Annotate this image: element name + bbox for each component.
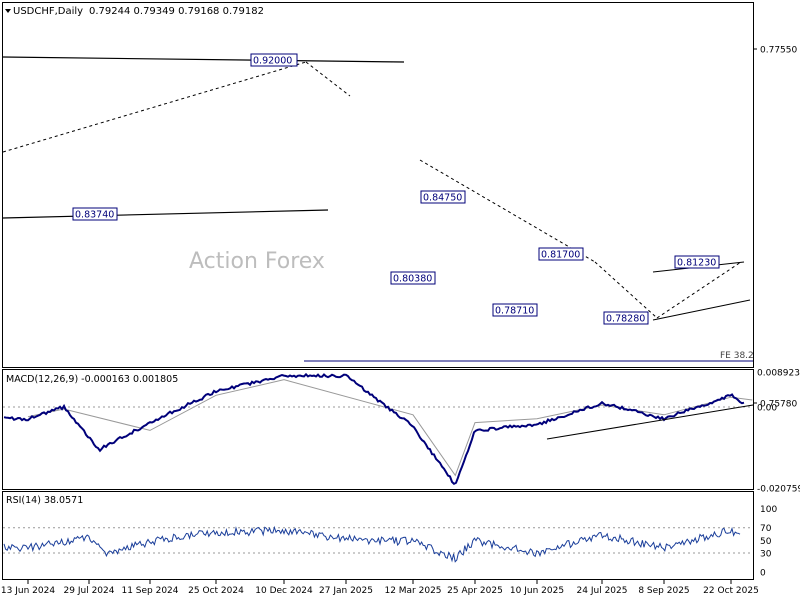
price-plot: FE 38.2 0.92000 0.83740 0.84750 0.80380 0.817… bbox=[2, 53, 754, 362]
x-tick-label: 22 Oct 2025 bbox=[703, 586, 759, 596]
macd-title: MACD(12,26,9) -0.000163 0.001805 bbox=[6, 374, 178, 385]
price-y-tick-label: 0.75780 bbox=[760, 400, 797, 410]
price-annotation-box bbox=[538, 247, 584, 261]
price-annotation-label: 0.83740 bbox=[75, 210, 114, 221]
price-annotation-label: 0.78710 bbox=[495, 306, 534, 317]
price-y-tick-label: 0.77550 bbox=[760, 46, 797, 56]
channel-lower-line bbox=[652, 299, 751, 321]
x-tick-label: 12 Mar 2025 bbox=[384, 586, 441, 596]
price-annotation-label: 0.81230 bbox=[677, 258, 716, 269]
price-annotation-label: 0.92000 bbox=[253, 56, 292, 67]
price-annotation-box bbox=[420, 190, 466, 204]
x-tick-label: 27 Jan 2025 bbox=[319, 586, 373, 596]
rsi-y-tick-label: 70 bbox=[760, 524, 772, 534]
macd-line bbox=[3, 372, 745, 486]
price-panel bbox=[2, 2, 754, 368]
upper-range-line bbox=[2, 56, 405, 63]
x-tick-label: 13 Jun 2024 bbox=[1, 586, 55, 596]
ohlc-readout: 0.79244 0.79349 0.79168 0.79182 bbox=[89, 6, 264, 17]
price-annotation-label: 0.78280 bbox=[606, 314, 645, 325]
x-tick-label: 25 Oct 2024 bbox=[188, 586, 244, 596]
macd-panel bbox=[2, 369, 754, 490]
rsi-y-tick-label: 50 bbox=[760, 537, 772, 547]
price-annotation-label: 0.80380 bbox=[393, 274, 432, 285]
rsi-plot bbox=[3, 525, 753, 563]
x-tick-label: 8 Sep 2025 bbox=[638, 586, 689, 596]
x-tick-label: 24 Jul 2025 bbox=[577, 586, 628, 596]
rsi-title: RSI(14) 38.0571 bbox=[6, 495, 83, 506]
macd-plot bbox=[3, 372, 754, 486]
macd-signal-line bbox=[27, 379, 753, 477]
falling-dashed-trendline bbox=[419, 159, 596, 263]
rising-dashed-trendline bbox=[2, 61, 307, 153]
x-tick-label: 11 Sep 2024 bbox=[121, 586, 178, 596]
fe-level-label: FE 38.2 bbox=[720, 351, 754, 361]
x-tick-label: 10 Jun 2025 bbox=[510, 586, 564, 596]
lower-range-line bbox=[2, 209, 329, 219]
price-annotation-box bbox=[603, 311, 649, 325]
symbol-dropdown-arrow-icon[interactable] bbox=[5, 9, 11, 13]
rsi-y-tick-label: 30 bbox=[760, 550, 772, 560]
rsi-line bbox=[3, 525, 741, 563]
watermark-text: Action Forex bbox=[189, 249, 325, 274]
price-annotation-box bbox=[492, 303, 538, 317]
x-tick-label: 25 Apr 2025 bbox=[447, 586, 503, 596]
rsi-y-tick-label: 100 bbox=[760, 505, 777, 515]
price-annotation-box bbox=[72, 207, 118, 221]
price-annotation-box bbox=[390, 271, 436, 285]
macd-y-tick-label: 0.008923 bbox=[757, 369, 800, 379]
price-annotation-label: 0.84750 bbox=[423, 193, 462, 204]
rising-dashed-trendline bbox=[656, 261, 742, 319]
macd-y-tick-label: -0.020759 bbox=[757, 485, 800, 495]
symbol-label: USDCHF,Daily bbox=[13, 6, 83, 17]
falling-dashed-trendline bbox=[594, 261, 658, 319]
rsi-panel bbox=[2, 491, 754, 580]
macd-y-tick-label: 0.00 bbox=[757, 404, 777, 414]
price-annotation-box bbox=[674, 255, 720, 269]
macd-trendline bbox=[546, 404, 754, 440]
x-tick-label: 29 Jul 2024 bbox=[64, 586, 115, 596]
price-annotation-label: 0.81700 bbox=[541, 250, 580, 261]
rsi-y-tick-label: 0 bbox=[760, 569, 766, 579]
x-tick-label: 10 Dec 2024 bbox=[255, 586, 313, 596]
price-annotation-box bbox=[250, 53, 298, 67]
